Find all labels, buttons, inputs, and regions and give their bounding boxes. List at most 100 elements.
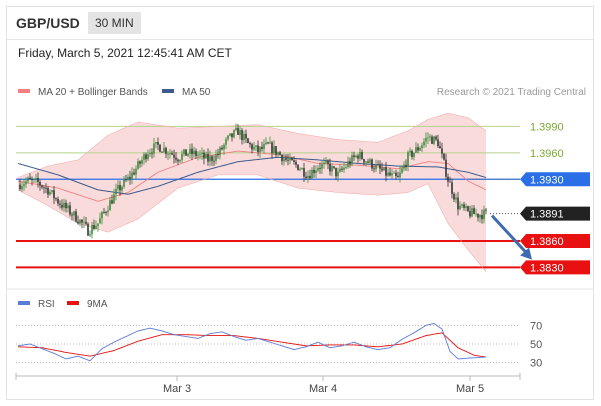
candle-body [393,172,395,174]
candle-body [23,184,25,187]
candle-body [77,221,79,224]
level-lines-layer [16,125,520,269]
candle-body [447,176,449,182]
candle-body [99,218,101,224]
candle-body [63,202,65,208]
candle-body [37,177,39,182]
candle-body [171,153,173,155]
candle-body [305,176,307,178]
candle-body [247,138,249,144]
candle-body [191,148,193,155]
candle-body [377,164,379,166]
forecast-arrow-shaft [490,214,530,256]
bollinger-bands-layer [18,113,486,272]
widget-header: GBP/USD 30 MIN [6,6,594,40]
candle-body [289,157,291,161]
candle-body [479,214,481,218]
candle-body [159,144,161,152]
level-1-3930-tag [520,172,590,187]
candle-body [263,144,265,149]
candle-body [115,188,117,195]
rsi-legend-swatch-1 [67,301,79,305]
candle-body [255,145,257,147]
candle-body [453,193,455,200]
candle-body [295,161,297,165]
candle-body [311,169,313,179]
candle-body [257,145,259,153]
candle-body [235,127,237,131]
timeframe-button[interactable]: 30 MIN [88,12,141,34]
candle-body [333,166,335,168]
candle-body [405,164,407,167]
candle-body [195,150,197,156]
candle-body [175,157,177,160]
candle-body [455,197,457,200]
candle-body [433,136,435,144]
candle-body [391,173,393,176]
candle-body [355,155,357,158]
candle-body [177,159,179,162]
candle-body [471,208,473,217]
candle-body [153,143,155,154]
candle-body [87,223,89,236]
rsi-tick-30: 30 [530,358,542,370]
candle-body [211,156,213,161]
candle-body [183,149,185,154]
candle-body [413,152,415,157]
candle-body [113,194,115,204]
candle-body [207,153,209,162]
candle-body [343,167,345,170]
candle-body [71,214,73,216]
research-credit: Research © 2021 Trading Central [437,87,586,98]
candle-body [223,144,225,150]
candle-body [477,213,479,218]
candle-body [395,172,397,176]
candle-body [249,143,251,145]
level-1-3860-label: 1.3860 [530,236,564,248]
candle-body [239,130,241,135]
candle-body [307,175,309,178]
candle-body [417,147,419,151]
rsi-ma-line [17,332,487,358]
candle-body [423,141,425,146]
candle-body [47,187,49,195]
candle-body [375,164,377,170]
candle-body [409,150,411,153]
candle-body [199,153,201,155]
candle-body [57,198,59,204]
candle-body [205,153,207,159]
candle-body [83,221,85,223]
level-1-3960-label: 1.3960 [530,148,564,160]
candle-body [81,219,83,223]
candle-body [373,168,375,170]
forecast-arrow [490,214,532,260]
candle-body [109,200,111,211]
candle-body [111,200,113,204]
candle-body [473,208,475,215]
candle-body [467,206,469,212]
candle-body [331,166,333,172]
candle-body [225,139,227,145]
candle-body [25,181,27,185]
candle-body [167,153,169,155]
candle-body [397,175,399,178]
candle-body [337,171,339,177]
candle-body [189,148,191,154]
level-1-3891-tag [520,206,590,221]
candle-body [341,168,343,170]
candle-body [121,186,123,191]
candle-body [21,186,23,190]
candle-body [293,160,295,162]
candle-body [323,162,325,165]
candle-body [485,209,487,211]
candle-body [27,177,29,182]
candle-body [251,144,253,150]
candle-body [67,205,69,209]
candle-body [49,192,51,195]
rsi-legend-label-0: RSI [38,299,55,310]
candle-body [233,130,235,138]
candle-body [327,161,329,164]
candle-body [359,152,361,159]
candle-body [129,176,131,179]
candle-body [91,225,93,235]
